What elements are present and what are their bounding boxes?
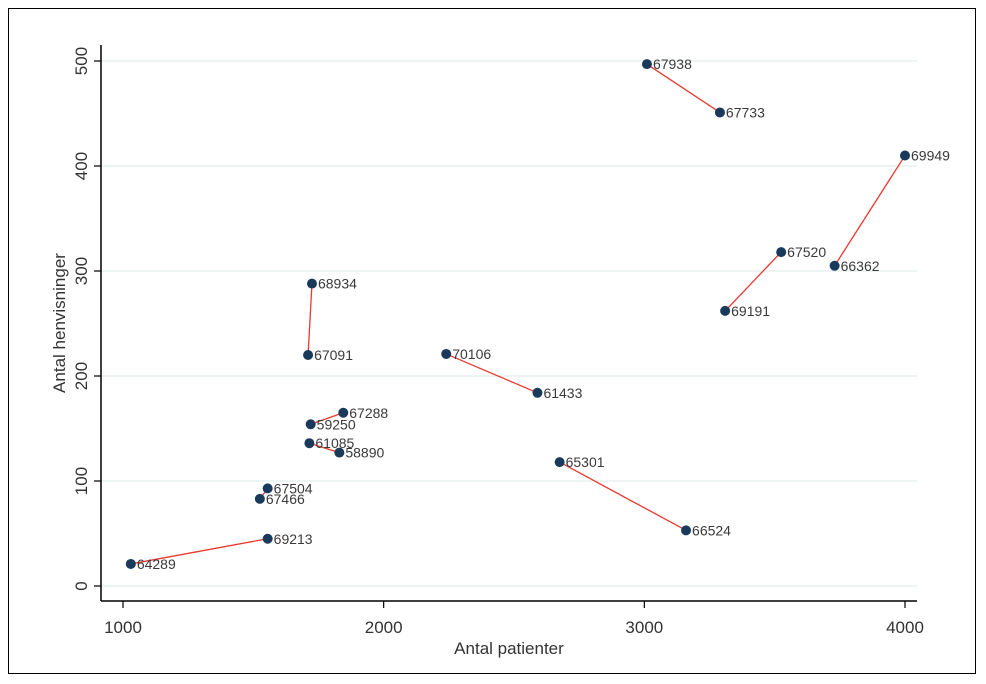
data-point <box>532 387 543 398</box>
point-label: 67733 <box>726 104 765 120</box>
connection-line <box>310 412 344 425</box>
y-tick-label: 300 <box>72 257 91 285</box>
point-label: 61085 <box>315 435 354 451</box>
data-point <box>125 558 136 569</box>
point-label: 66362 <box>841 258 880 274</box>
connection-line <box>307 283 313 356</box>
connection-line <box>130 538 268 565</box>
axes <box>100 45 917 602</box>
x-axis-title: Antal patienter <box>454 639 564 658</box>
data-point <box>641 59 652 70</box>
y-tick-label: 0 <box>72 581 91 590</box>
point-label: 61433 <box>543 385 582 401</box>
point-label: 67091 <box>314 347 353 363</box>
x-tick-label: 3000 <box>625 618 663 637</box>
chart-frame: 1000 2000 3000 4000 0 100 200 300 400 500 67938 67… <box>8 8 976 674</box>
point-label: 67288 <box>349 405 388 421</box>
data-point <box>776 247 787 258</box>
point-label: 66524 <box>692 522 731 538</box>
connection-line <box>724 251 782 312</box>
gridlines <box>101 60 917 587</box>
data-point <box>554 457 565 468</box>
data-point <box>441 348 452 359</box>
connection-line <box>559 461 687 531</box>
data-point <box>900 150 910 161</box>
point-label: 65301 <box>566 454 605 470</box>
data-point <box>714 107 725 118</box>
point-label: 67938 <box>653 56 692 72</box>
data-point <box>305 419 316 430</box>
data-point <box>306 278 317 289</box>
data-point <box>254 493 265 504</box>
connection-line <box>309 442 340 454</box>
ticks: 1000 2000 3000 4000 0 100 200 300 400 500 <box>72 47 924 637</box>
point-label: 69213 <box>274 531 313 547</box>
data-point <box>262 533 273 544</box>
data-point <box>304 438 315 449</box>
x-tick-label: 4000 <box>886 618 924 637</box>
point-label: 70106 <box>452 346 491 362</box>
data-point <box>334 447 345 458</box>
data-point <box>720 305 731 316</box>
point-label: 69191 <box>731 303 770 319</box>
y-tick-label: 200 <box>72 362 91 390</box>
x-tick-label: 2000 <box>365 618 403 637</box>
connection-line <box>834 155 906 267</box>
point-label: 68934 <box>318 276 357 292</box>
data-point <box>262 483 273 494</box>
y-tick-label: 500 <box>72 47 91 75</box>
y-tick-label: 400 <box>72 152 91 180</box>
y-axis-title: Antal henvisninger <box>50 253 69 393</box>
point-labels: 67938 67733 69949 67520 66362 69191 68934 67091… <box>137 56 950 572</box>
point-label: 67504 <box>274 480 313 496</box>
connection-lines <box>130 63 906 565</box>
data-point <box>303 350 314 360</box>
point-label: 69949 <box>911 148 950 164</box>
point-label: 67466 <box>266 491 305 507</box>
point-label: 64289 <box>137 556 176 572</box>
connection-line <box>445 353 538 394</box>
point-label: 67520 <box>787 244 826 260</box>
data-point <box>829 260 840 271</box>
data-point <box>338 407 349 418</box>
data-point <box>681 525 692 536</box>
data-points <box>125 59 910 569</box>
y-tick-label: 100 <box>72 467 91 495</box>
point-label: 58890 <box>345 445 384 461</box>
connection-line <box>646 63 721 113</box>
point-label: 59250 <box>317 416 356 432</box>
x-tick-label: 1000 <box>104 618 142 637</box>
